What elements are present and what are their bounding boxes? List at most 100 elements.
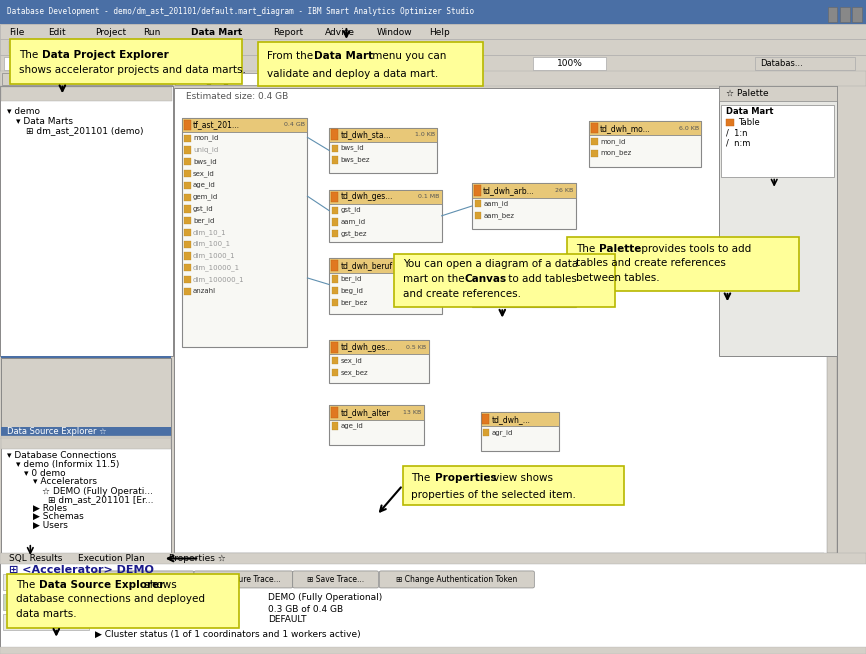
Text: dim_100000_1: dim_100000_1: [193, 276, 245, 283]
Text: aam_id: aam_id: [483, 200, 508, 207]
FancyBboxPatch shape: [403, 466, 624, 505]
Text: Table: Table: [738, 118, 759, 127]
Text: The: The: [16, 580, 38, 590]
Text: /  1:n: / 1:n: [726, 128, 747, 137]
Text: Trace Profile:: Trace Profile:: [95, 615, 153, 625]
FancyBboxPatch shape: [0, 39, 866, 55]
Text: ▶ Cluster status (1 of 1 coordinators and 1 workers active): ▶ Cluster status (1 of 1 coordinators an…: [95, 630, 361, 639]
FancyBboxPatch shape: [0, 0, 866, 24]
Text: 0.5 KB: 0.5 KB: [406, 345, 426, 350]
Text: 0.3 GB of 0.4 GB: 0.3 GB of 0.4 GB: [268, 605, 344, 614]
FancyBboxPatch shape: [481, 412, 559, 451]
FancyBboxPatch shape: [258, 42, 483, 86]
Text: ber_id: ber_id: [193, 217, 215, 224]
Text: td_dwh_mo...: td_dwh_mo...: [600, 124, 651, 133]
FancyBboxPatch shape: [0, 55, 866, 71]
FancyBboxPatch shape: [483, 429, 489, 436]
Text: td_dwh_ber...: td_dwh_ber...: [483, 261, 534, 270]
Text: ⊞ <Accelerator> DEMO: ⊞ <Accelerator> DEMO: [9, 565, 153, 576]
FancyBboxPatch shape: [184, 135, 191, 142]
Text: gem_id: gem_id: [193, 194, 218, 200]
Text: Data Mart: Data Mart: [314, 51, 373, 61]
Text: 0.4 GB: 0.4 GB: [284, 122, 305, 128]
Text: Software Version: Software Version: [8, 618, 84, 627]
FancyBboxPatch shape: [475, 212, 481, 219]
Text: bws_bez: bws_bez: [340, 156, 370, 163]
Text: age_id: age_id: [193, 182, 216, 188]
FancyBboxPatch shape: [332, 299, 338, 306]
FancyBboxPatch shape: [482, 414, 489, 424]
Text: A: A: [199, 58, 206, 69]
Text: mart on the: mart on the: [403, 274, 468, 284]
FancyBboxPatch shape: [1, 427, 171, 436]
Text: sex_id: sex_id: [340, 357, 362, 364]
Text: Sans: Sans: [10, 59, 32, 68]
Text: view shows: view shows: [490, 473, 553, 483]
Text: dim_10000_1: dim_10000_1: [193, 264, 240, 271]
Text: mon_bez: mon_bez: [600, 150, 631, 156]
FancyBboxPatch shape: [174, 88, 837, 559]
FancyBboxPatch shape: [184, 182, 191, 189]
Text: dim_10_1: dim_10_1: [193, 229, 227, 235]
Text: ▾ Data Marts: ▾ Data Marts: [16, 117, 73, 126]
FancyBboxPatch shape: [332, 275, 338, 283]
FancyBboxPatch shape: [1, 438, 171, 449]
FancyBboxPatch shape: [721, 105, 834, 177]
FancyBboxPatch shape: [329, 190, 442, 242]
FancyBboxPatch shape: [3, 574, 89, 590]
FancyBboxPatch shape: [840, 7, 850, 22]
Text: The: The: [19, 50, 42, 60]
Text: The: The: [576, 244, 598, 254]
FancyBboxPatch shape: [332, 145, 338, 152]
Text: DEFAULT: DEFAULT: [268, 615, 307, 625]
FancyBboxPatch shape: [472, 183, 576, 229]
FancyBboxPatch shape: [827, 88, 837, 553]
FancyBboxPatch shape: [332, 156, 338, 164]
Text: provides tools to add: provides tools to add: [638, 244, 752, 254]
Text: td_dwh_ges...: td_dwh_ges...: [340, 192, 392, 201]
Text: Data Mart: Data Mart: [191, 27, 242, 37]
FancyBboxPatch shape: [182, 118, 307, 347]
Text: 100%: 100%: [557, 59, 583, 68]
FancyBboxPatch shape: [472, 258, 576, 273]
Text: You can open a diagram of a data: You can open a diagram of a data: [403, 260, 578, 269]
Text: ⊞ Configure Trace...: ⊞ Configure Trace...: [205, 575, 281, 584]
Text: Run: Run: [143, 27, 160, 37]
Text: Properties ☆: Properties ☆: [169, 554, 226, 563]
FancyBboxPatch shape: [591, 123, 598, 133]
Text: ⊞ Save Trace...: ⊞ Save Trace...: [307, 575, 364, 584]
Text: bws_id: bws_id: [340, 145, 364, 151]
Text: gst_bez: gst_bez: [340, 230, 367, 237]
FancyBboxPatch shape: [329, 190, 442, 204]
FancyBboxPatch shape: [331, 192, 338, 202]
FancyBboxPatch shape: [184, 205, 191, 213]
Text: age_id: age_id: [340, 422, 363, 429]
Text: dim_100_1: dim_100_1: [193, 241, 231, 247]
FancyBboxPatch shape: [175, 73, 296, 85]
Text: td_dwh_...: td_dwh_...: [492, 415, 531, 424]
Text: dim_1000_1: dim_1000_1: [193, 252, 236, 259]
FancyBboxPatch shape: [474, 260, 481, 271]
FancyBboxPatch shape: [329, 128, 437, 173]
FancyBboxPatch shape: [160, 41, 173, 53]
Text: Execution Plan: Execution Plan: [78, 554, 145, 563]
FancyBboxPatch shape: [87, 41, 100, 53]
Text: bws_id: bws_id: [193, 158, 216, 165]
Text: ▾ demo (Informix 11.5): ▾ demo (Informix 11.5): [16, 460, 119, 470]
FancyBboxPatch shape: [0, 559, 866, 654]
Text: validate and deploy a data mart.: validate and deploy a data mart.: [267, 69, 438, 79]
FancyBboxPatch shape: [143, 57, 169, 70]
FancyBboxPatch shape: [332, 287, 338, 294]
FancyBboxPatch shape: [394, 254, 615, 307]
FancyBboxPatch shape: [184, 252, 191, 260]
Text: Name:: Name:: [95, 593, 125, 602]
Text: Databas...: Databas...: [760, 59, 803, 68]
FancyBboxPatch shape: [472, 183, 576, 198]
FancyBboxPatch shape: [332, 357, 338, 364]
Text: 26 KB: 26 KB: [555, 188, 573, 193]
Text: database connections and deployed: database connections and deployed: [16, 594, 204, 604]
Text: between tables.: between tables.: [576, 273, 660, 283]
FancyBboxPatch shape: [121, 41, 134, 53]
Text: ▶ Schemas: ▶ Schemas: [33, 512, 84, 521]
Text: ☆ *dm_ast_2...: ☆ *dm_ast_2...: [179, 75, 242, 84]
